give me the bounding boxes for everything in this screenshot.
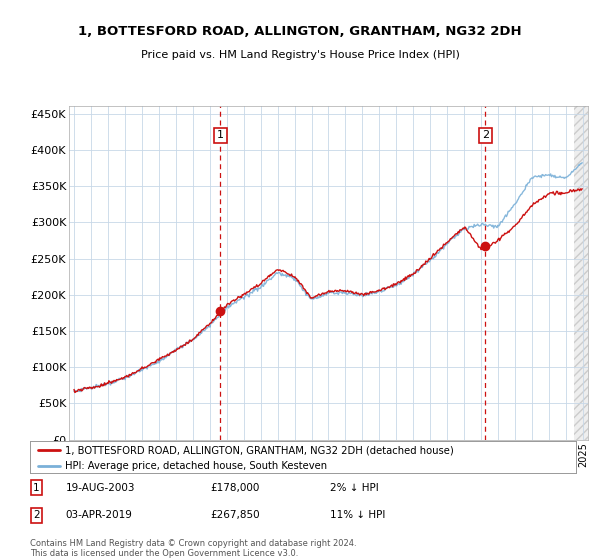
Text: 03-APR-2019: 03-APR-2019 xyxy=(65,511,133,520)
Text: £267,850: £267,850 xyxy=(210,511,260,520)
Text: 2% ↓ HPI: 2% ↓ HPI xyxy=(331,483,379,493)
Text: £178,000: £178,000 xyxy=(210,483,260,493)
Text: 2: 2 xyxy=(33,511,40,520)
Text: 1, BOTTESFORD ROAD, ALLINGTON, GRANTHAM, NG32 2DH (detached house): 1, BOTTESFORD ROAD, ALLINGTON, GRANTHAM,… xyxy=(65,445,454,455)
Text: 2: 2 xyxy=(482,130,489,141)
Text: 11% ↓ HPI: 11% ↓ HPI xyxy=(331,511,386,520)
Text: Price paid vs. HM Land Registry's House Price Index (HPI): Price paid vs. HM Land Registry's House … xyxy=(140,50,460,60)
Bar xyxy=(574,106,596,440)
Text: Contains HM Land Registry data © Crown copyright and database right 2024.
This d: Contains HM Land Registry data © Crown c… xyxy=(30,539,356,558)
Text: 1, BOTTESFORD ROAD, ALLINGTON, GRANTHAM, NG32 2DH: 1, BOTTESFORD ROAD, ALLINGTON, GRANTHAM,… xyxy=(78,25,522,38)
Bar xyxy=(69,106,574,440)
Text: 1: 1 xyxy=(33,483,40,493)
Text: 19-AUG-2003: 19-AUG-2003 xyxy=(65,483,135,493)
Text: HPI: Average price, detached house, South Kesteven: HPI: Average price, detached house, Sout… xyxy=(65,461,328,471)
Text: 1: 1 xyxy=(217,130,224,141)
